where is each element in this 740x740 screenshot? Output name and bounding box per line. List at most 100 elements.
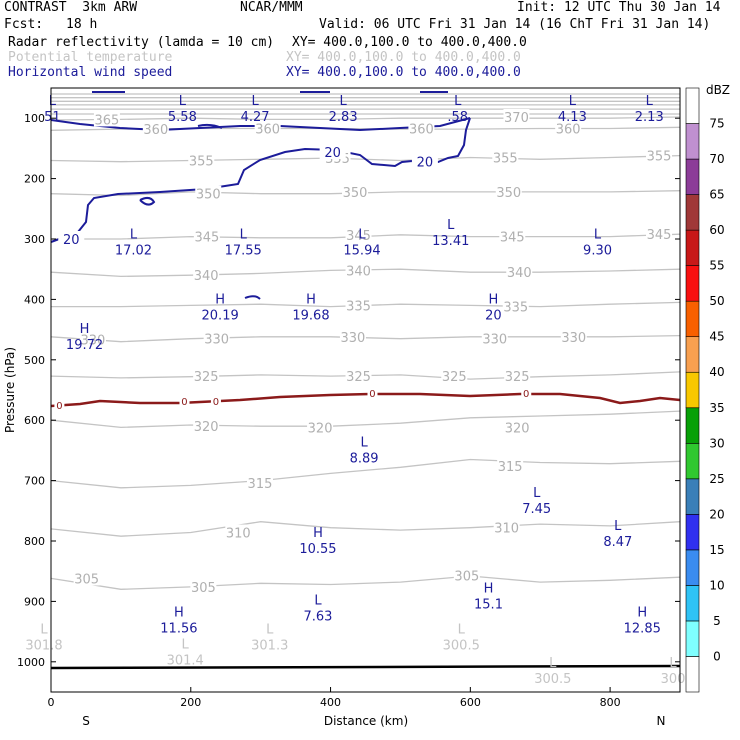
colorbar-swatch xyxy=(685,87,700,124)
wind-extremum-value: 17.55 xyxy=(225,244,262,259)
colorbar-level-label: 20 xyxy=(709,507,724,521)
field-wind-xy: XY= 400.0,100.0 to 400.0,400.0 xyxy=(286,65,521,80)
wind-extremum-l-marker: L xyxy=(130,228,138,243)
field-reflectivity-xy: XY= 400.0,100.0 to 400.0,400.0 xyxy=(292,35,527,50)
colorbar-swatch xyxy=(685,371,700,409)
theta-label-bg xyxy=(190,578,217,594)
colorbar-level-label: 35 xyxy=(709,401,724,415)
theta-label-bg xyxy=(193,418,220,434)
theta-label: 315 xyxy=(248,477,273,492)
colorbar-unit: dBZ xyxy=(706,83,730,97)
field-theta-xy: XY= 400.0,100.0 to 400.0,400.0 xyxy=(286,50,521,65)
theta-label-bg xyxy=(225,524,252,540)
colorbar-swatch xyxy=(685,478,700,515)
colorbar-level-label: 55 xyxy=(709,259,724,273)
theta-label-bg xyxy=(93,111,120,127)
wind-extremum-l-marker: L xyxy=(360,435,368,450)
colorbar-level-label: 45 xyxy=(709,330,724,344)
theta-label: 310 xyxy=(494,522,519,537)
wind-extremum-value: 4.27 xyxy=(241,110,270,125)
colorbar-swatch xyxy=(685,407,700,444)
wind-extremum-h-marker: H xyxy=(80,322,90,337)
theta-label: 355 xyxy=(189,154,214,169)
reflectivity-label-bg xyxy=(210,394,221,406)
theta-label-bg xyxy=(555,120,582,136)
wind-extremum-value: 20 xyxy=(485,308,502,323)
colorbar-swatch xyxy=(685,158,700,195)
theta-label-bg xyxy=(246,475,273,491)
theta-contour-310 xyxy=(51,521,680,537)
model-title: CONTRAST 3km ARW xyxy=(4,0,138,15)
theta-label-bg xyxy=(504,419,531,435)
theta-extremum-value: 300.5 xyxy=(534,672,571,687)
field-wind-name: Horizontal wind speed xyxy=(8,65,173,80)
theta-label: 330 xyxy=(204,333,229,348)
forecast-hours: 18 h xyxy=(66,17,98,32)
x-tick-label: 400 xyxy=(320,696,341,709)
theta-label: 320 xyxy=(308,421,333,436)
theta-label-bg xyxy=(497,458,524,474)
wind-extremum-l-marker: L xyxy=(314,594,322,609)
y-tick-label: 300 xyxy=(24,233,45,246)
field-theta-name: Potential temperature xyxy=(8,50,173,65)
theta-label: 325 xyxy=(346,370,371,385)
wind-extremum-l-marker: L xyxy=(594,228,602,243)
theta-extremum-value: 301.4 xyxy=(167,654,204,669)
wind-extremum-l-marker: L xyxy=(454,94,462,109)
y-tick-label: 100 xyxy=(24,112,45,125)
theta-label: 335 xyxy=(503,301,528,316)
theta-label: 340 xyxy=(194,269,219,284)
valid-time: Valid: 06 UTC Fri 31 Jan 14 (16 ChT Fri … xyxy=(319,17,711,32)
wind-extremum-l-marker: L xyxy=(179,94,187,109)
colorbar-swatch xyxy=(685,229,700,266)
x-axis-label: Distance (km) xyxy=(324,714,408,728)
theta-extremum-l-marker: L xyxy=(458,623,466,638)
theta-label-bg xyxy=(79,331,106,347)
theta-label-bg xyxy=(453,567,480,583)
wind-extremum-value: 11.56 xyxy=(160,622,197,637)
colorbar-swatch xyxy=(685,585,700,622)
wind-contour-label: 20 xyxy=(417,156,434,171)
colorbar-swatch xyxy=(685,300,700,338)
wind-extremum-value: 8.89 xyxy=(350,451,379,466)
theta-label: 340 xyxy=(346,264,371,279)
wind-extremum-value: 5.58 xyxy=(168,110,197,125)
theta-contour-320 xyxy=(51,410,680,429)
theta-label: 315 xyxy=(498,460,523,475)
theta-label: 345 xyxy=(346,229,371,244)
theta-label: 305 xyxy=(191,581,216,596)
colorbar-level-label: 50 xyxy=(709,294,724,308)
wind-extremum-l-marker: L xyxy=(646,94,654,109)
theta-label-bg xyxy=(646,147,673,163)
colorbar-level-label: 0 xyxy=(713,649,721,663)
x-tick-label: 800 xyxy=(600,696,621,709)
theta-label: 320 xyxy=(505,421,530,436)
theta-label: 345 xyxy=(500,231,525,246)
theta-label-bg xyxy=(254,120,281,136)
colorbar-level-label: 70 xyxy=(709,152,724,166)
theta-extremum-value: 300.5 xyxy=(443,639,480,654)
colorbar: 0 5 10 15 20 25 30 35 40 45 50 55 60 65 70 75 xyxy=(685,87,725,693)
y-tick-label: 1000 xyxy=(17,656,45,669)
theta-label-bg xyxy=(142,121,169,137)
theta-label: 360 xyxy=(255,122,280,137)
wind-extremum-value: 7.63 xyxy=(303,610,332,625)
wind-extremum-h-marker: H xyxy=(306,292,316,307)
theta-label-bg xyxy=(193,228,220,244)
theta-label-bg xyxy=(345,262,372,278)
theta-label-bg xyxy=(339,328,366,344)
colorbar-swatch xyxy=(685,549,700,586)
wind-extremum-value: 51 xyxy=(44,110,61,125)
wind-extremum-value: 2.13 xyxy=(635,110,664,125)
theta-contour-365 xyxy=(51,116,680,121)
colorbar-level-label: 25 xyxy=(709,472,724,486)
reflectivity-label-bg xyxy=(179,394,190,406)
theta-contour-305 xyxy=(51,575,680,590)
terrain-line xyxy=(51,664,680,670)
theta-label: 365 xyxy=(94,113,119,128)
colorbar-level-label: 75 xyxy=(709,117,724,131)
theta-contour-315 xyxy=(51,458,680,489)
